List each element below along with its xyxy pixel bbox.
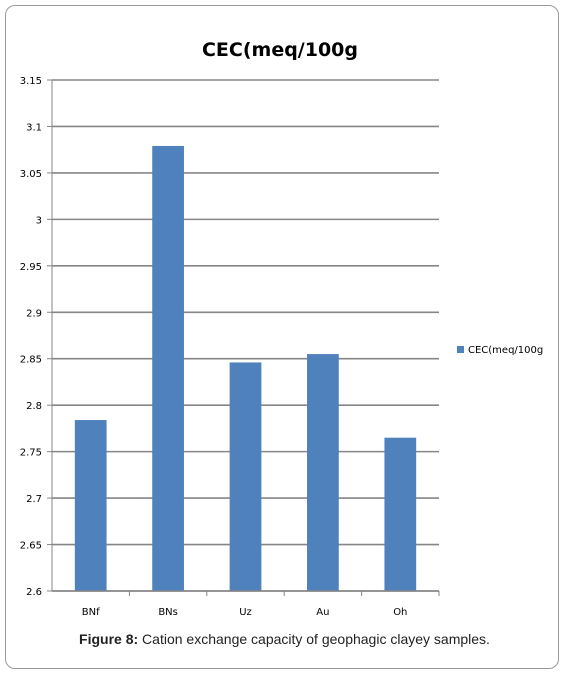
y-tick-label: 2.7	[26, 494, 42, 505]
bar-au	[307, 354, 339, 591]
y-tick-label: 2.65	[20, 541, 42, 552]
bar-bnf	[74, 420, 107, 591]
y-tick-label: 2.8	[26, 401, 42, 412]
y-tick-label: 2.6	[26, 587, 42, 598]
y-tick-label: 3	[36, 215, 42, 226]
bar-bns	[152, 145, 184, 591]
legend-label: CEC(meq/100g	[468, 345, 543, 356]
y-tick-label: 3.1	[26, 122, 42, 133]
y-tick-label: 3.05	[20, 169, 42, 180]
legend: CEC(meq/100g	[457, 345, 543, 356]
y-tick-label: 2.95	[20, 262, 42, 273]
y-tick-label: 3.15	[20, 76, 42, 87]
bars	[74, 145, 417, 591]
x-axis-ticks: BNf BNs Uz Au Oh	[52, 590, 440, 618]
bar-chart: CEC(meq/100g 2.6 2.65 2.7 2.75 2.8 2.85 2.9 2.9…	[20, 39, 544, 618]
bar-uz	[229, 362, 262, 591]
x-tick-label: BNs	[158, 607, 178, 618]
y-tick-label: 2.75	[20, 448, 42, 459]
x-tick-label: BNf	[82, 607, 100, 618]
figure-caption: Figure 8: Cation exchange capacity of ge…	[0, 631, 569, 647]
y-axis-ticks: 2.6 2.65 2.7 2.75 2.8 2.85 2.9 2.95 3 3.05 3.1 3.15	[20, 76, 53, 598]
bar-oh	[384, 437, 417, 591]
chart-title: CEC(meq/100g	[202, 39, 358, 61]
caption-text: Cation exchange capacity of geophagic cl…	[138, 631, 490, 647]
y-tick-label: 2.85	[20, 355, 42, 366]
x-tick-label: Uz	[239, 607, 252, 618]
x-tick-label: Oh	[393, 607, 407, 618]
y-tick-label: 2.9	[26, 308, 42, 319]
x-tick-label: Au	[316, 607, 329, 618]
caption-label: Figure 8:	[79, 631, 139, 647]
legend-swatch	[457, 346, 464, 353]
